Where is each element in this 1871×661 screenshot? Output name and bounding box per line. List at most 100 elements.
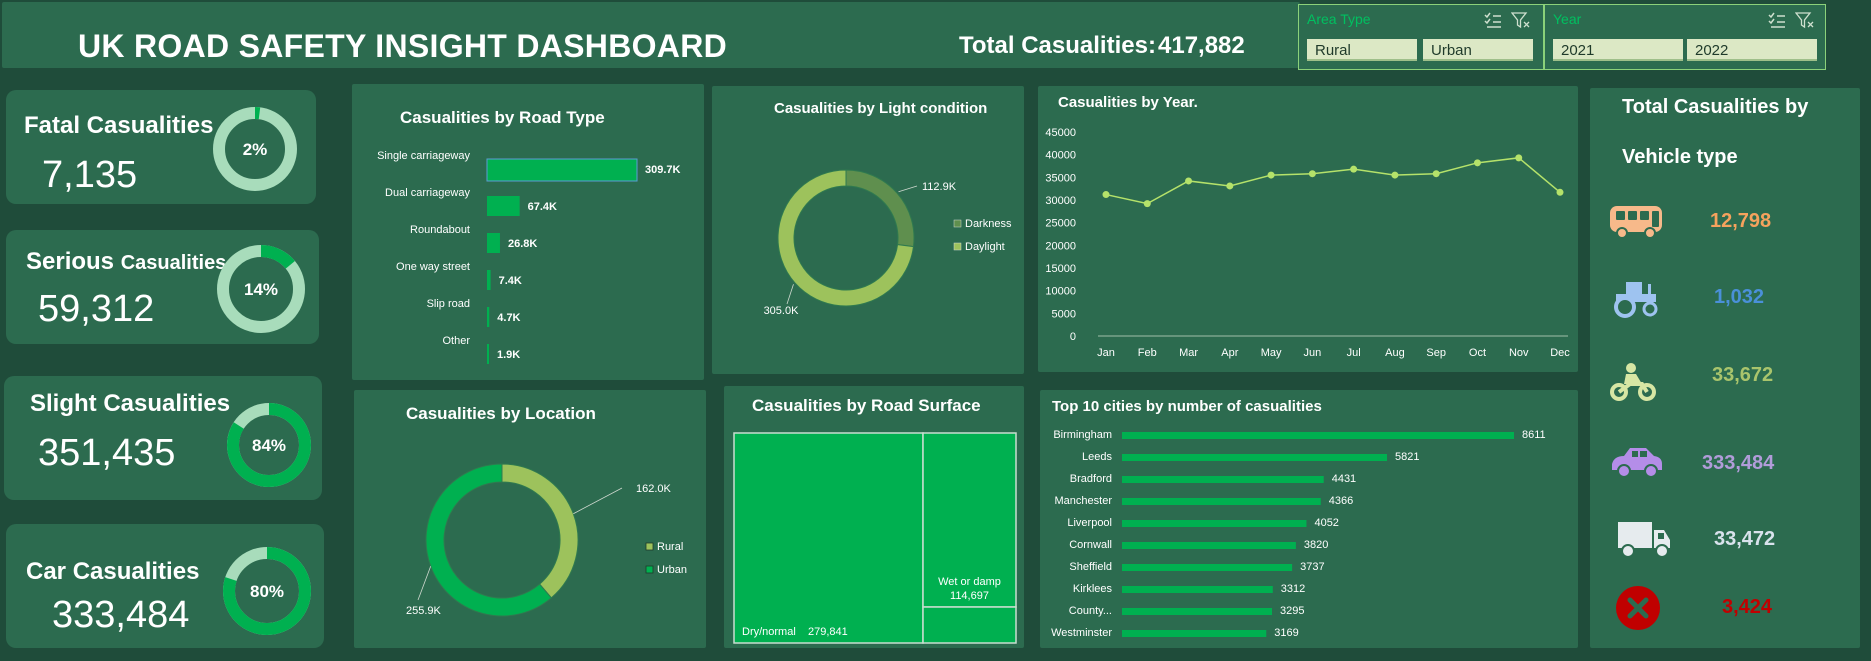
series-line [1105,157,1561,205]
light-legend-swatch [953,242,962,251]
x-tick-label: Jul [1347,347,1361,359]
car-icon [1612,448,1662,478]
slicer-option-2021[interactable]: 2021 [1553,39,1683,61]
x-tick-label: Aug [1385,347,1405,359]
chart-title: Casualities by Road Type [400,108,605,127]
kpi-label-secondary: Casualities [120,252,227,274]
location-legend-swatch [645,542,654,551]
kpi-label: Car Casualities [26,558,200,585]
light-value-label: 112.9K [922,181,957,193]
clear-filter-icon[interactable] [1795,11,1815,29]
y-tick-label: 5000 [1052,308,1076,320]
van-icon [1618,522,1670,558]
city-value-label: 4052 [1314,517,1338,529]
y-tick-label: 30000 [1045,195,1076,207]
clear-filter-icon[interactable] [1511,11,1531,29]
multi-select-icon[interactable] [1767,11,1787,29]
road-type-bar [487,307,490,327]
road-type-value-label: 309.7K [645,164,681,176]
slight-percent-donut: 84% [227,403,311,487]
city-value-label: 8611 [1522,429,1546,441]
series-point [1267,171,1275,179]
tractor-icon [1614,282,1658,318]
light-condition-panel: Casualities by Light condition 112.9K 305… [712,86,1024,374]
series-point [1350,165,1358,173]
city-value-label: 3169 [1274,627,1298,639]
city-label: Birmingham [1053,429,1112,441]
city-bar [1122,454,1387,461]
surface-tile-value: 114,697 [950,590,989,602]
city-label: Liverpool [1067,517,1112,529]
area-type-slicer: Area Type Rural Urban [1298,4,1544,70]
city-bar [1122,608,1272,615]
vehicle-title-line1: Total Casualities by [1622,96,1809,118]
slight-kpi-card: Slight Casualities 351,435 84% [4,376,322,500]
series-point [1391,171,1399,179]
slicer-option-urban[interactable]: Urban [1423,39,1533,61]
motorcycle-icon [1610,363,1656,401]
road-type-label: Slip road [427,298,470,310]
other-value: 3,424 [1722,596,1773,618]
location-value-label: 255.9K [406,605,442,617]
city-label: Manchester [1055,495,1113,507]
vehicle-type-panel: Total Casualities by Vehicle type 12,798… [1590,88,1860,648]
road-type-value-label: 7.4K [499,275,522,287]
x-tick-label: Nov [1509,347,1529,359]
year-slicer-title: Year [1553,11,1582,27]
other-icon [1616,586,1660,630]
location-legend-swatch [645,565,654,574]
donut-percent-label: 2% [243,140,268,159]
slicer-option-rural[interactable]: Rural [1307,39,1417,61]
x-tick-label: Oct [1469,347,1486,359]
x-tick-label: Jan [1097,347,1115,359]
y-tick-label: 40000 [1045,150,1076,162]
multi-select-icon[interactable] [1483,11,1503,29]
light-slice [777,169,915,307]
road-type-label: Roundabout [410,224,470,236]
tractor-value: 1,032 [1714,286,1765,308]
y-tick-label: 35000 [1045,172,1076,184]
chart-title: Casualities by Light condition [774,100,988,117]
road-surface-panel: Casualities by Road Surface Dry/normal 27… [724,386,1024,648]
road-type-value-label: 26.8K [508,238,537,250]
city-bar [1122,586,1273,593]
kpi-value: 333,484 [52,594,190,636]
dashboard-title: UK ROAD SAFETY INSIGHT DASHBOARD [78,28,728,64]
x-tick-label: Sep [1426,347,1446,359]
van-value: 33,472 [1714,528,1776,550]
series-point [1102,191,1110,199]
city-value-label: 4431 [1332,473,1356,485]
fatal-kpi-card: Fatal Casualities 7,135 2% [6,90,316,204]
chart-title: Casualities by Year. [1058,94,1198,111]
x-tick-label: Apr [1221,347,1238,359]
y-tick-label: 15000 [1045,263,1076,275]
area-type-slicer-title: Area Type [1307,11,1371,27]
surface-tile-dry [733,432,924,644]
light-leader-line [898,185,918,193]
kpi-value: 59,312 [38,288,155,330]
header-bar: UK ROAD SAFETY INSIGHT DASHBOARD Total C… [2,2,1300,68]
top-cities-chart: Birmingham 8611 Leeds 5821 Bradford 4431 Manch… [1051,429,1546,639]
city-value-label: 3737 [1300,561,1324,573]
series-point [1226,182,1234,190]
surface-tile-label: Dry/normal [742,626,796,638]
location-slice [425,463,553,617]
location-legend-label: Urban [657,564,687,576]
y-tick-label: 45000 [1045,127,1076,139]
kpi-label: Fatal Casualities [24,112,214,139]
serious-percent-donut: 14% [217,245,305,333]
vehicle-title-line2: Vehicle type [1622,146,1738,168]
kpi-value: 351,435 [38,432,176,474]
road-type-value-label: 1.9K [497,349,520,361]
city-value-label: 5821 [1395,451,1419,463]
x-tick-label: Mar [1179,347,1198,359]
city-label: Bradford [1070,473,1112,485]
slicer-option-2022[interactable]: 2022 [1687,39,1817,61]
city-value-label: 4366 [1329,495,1353,507]
y-tick-label: 25000 [1045,218,1076,230]
kpi-label: Slight Casualities [30,390,231,417]
road-type-label: Other [442,335,470,347]
serious-kpi-card: Serious Casualities 59,312 14% [6,230,319,344]
x-tick-label: May [1261,347,1282,359]
city-value-label: 3295 [1280,605,1304,617]
